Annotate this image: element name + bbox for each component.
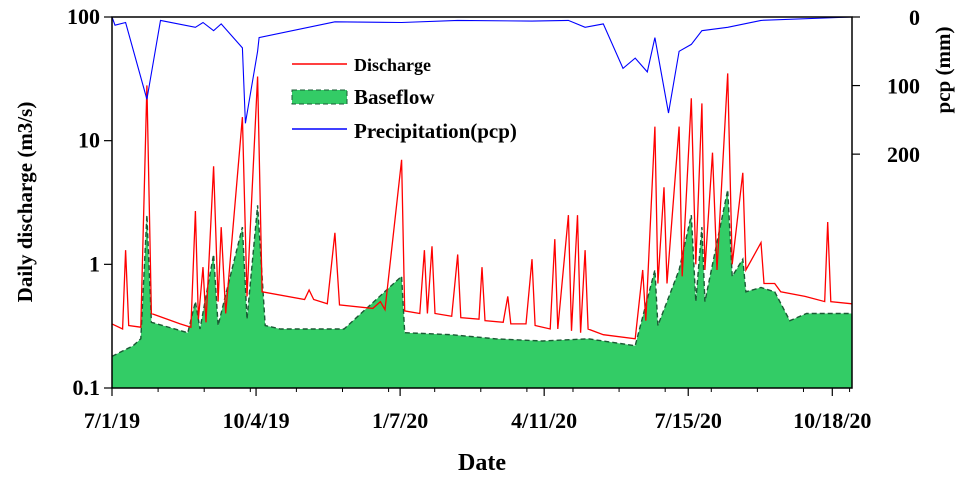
- x-axis-label: Date: [458, 450, 506, 476]
- y-tick-label-3: 100: [67, 4, 100, 29]
- y-tick-label-0: 0.1: [73, 375, 101, 400]
- legend-baseflow-swatch: [291, 89, 348, 105]
- plot-frame: [111, 16, 853, 389]
- axes: 7/1/19 10/4/19 1/7/20 4/11/20 7/15/20 10/18/2…: [67, 4, 920, 433]
- x-tick-label-2: 1/7/20: [372, 408, 428, 433]
- y2-axis-label: pcp (mm): [931, 27, 955, 114]
- y-tick-label-1: 1: [89, 251, 100, 276]
- baseflow-area: [112, 189, 852, 388]
- x-tick-label-0: 7/1/19: [84, 408, 140, 433]
- y2-tick-label-1: 100: [887, 74, 920, 99]
- legend: Discharge Baseflow Precipitation(pcp): [291, 55, 517, 143]
- discharge-line: [111, 73, 853, 340]
- y2-tick-label-2: 200: [887, 142, 920, 167]
- x-tick-label-5: 10/18/20: [793, 408, 871, 433]
- x-tick-label-4: 7/15/20: [655, 408, 722, 433]
- legend-precipitation-label: Precipitation(pcp): [354, 119, 517, 143]
- legend-baseflow-label: Baseflow: [354, 85, 435, 109]
- y2-tick-label-0: 0: [909, 5, 920, 30]
- legend-discharge-label: Discharge: [354, 55, 431, 75]
- y-tick-label-2: 10: [78, 128, 100, 153]
- plot-area: [111, 16, 853, 388]
- precipitation-line: [111, 16, 853, 124]
- x-tick-label-1: 10/4/19: [222, 408, 289, 433]
- y-axis-label: Daily discharge (m3/s): [13, 102, 37, 303]
- x-tick-label-3: 4/11/20: [511, 408, 577, 433]
